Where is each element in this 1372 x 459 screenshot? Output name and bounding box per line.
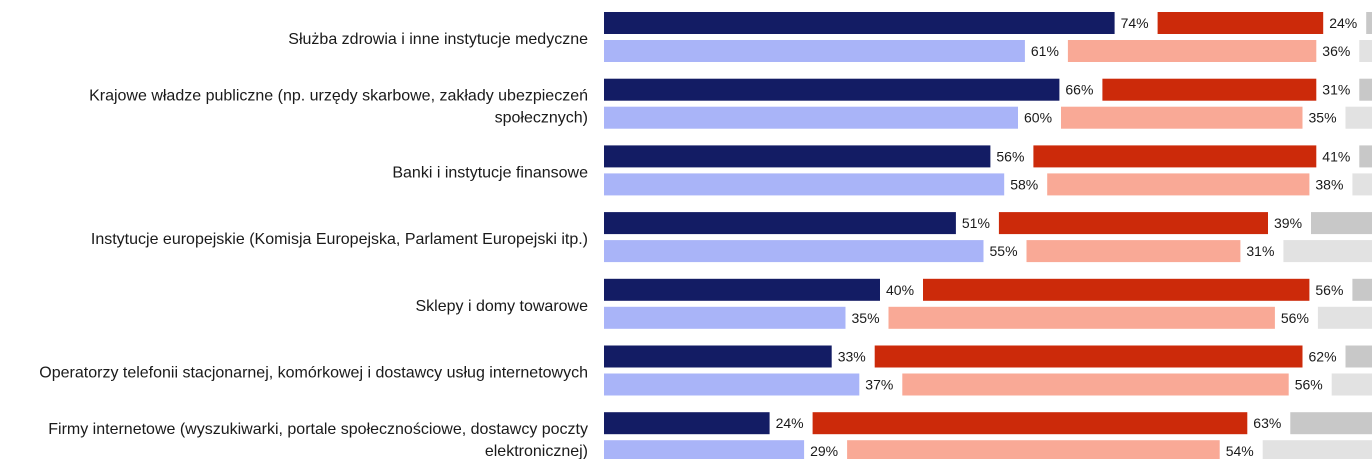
- bar-segment: [1290, 412, 1372, 435]
- data-label: 56%: [1281, 310, 1309, 326]
- bar-segment: [1262, 440, 1372, 459]
- bar-segment: [1359, 78, 1372, 101]
- data-label: 35%: [1309, 110, 1337, 126]
- data-label: 40%: [886, 282, 914, 298]
- bar-segment: [1311, 212, 1372, 235]
- bar-segment: [1359, 40, 1372, 62]
- data-label: 37%: [865, 377, 893, 393]
- category-group: Firmy internetowe (wyszukiwarki, portale…: [48, 412, 1372, 459]
- data-label: 66%: [1065, 82, 1093, 98]
- category-label: Służba zdrowia i inne instytucje medyczn…: [288, 31, 588, 48]
- bar-segment: [902, 373, 1289, 396]
- bar-segment: [604, 345, 832, 368]
- data-label: 24%: [776, 415, 804, 431]
- category-label: Operatorzy telefonii stacjonarnej, komór…: [39, 365, 588, 382]
- category-group: Instytucje europejskie (Komisja Europejs…: [91, 212, 1372, 263]
- bar-segment: [1345, 345, 1372, 368]
- category-label: Instytucje europejskie (Komisja Europejs…: [91, 231, 588, 248]
- data-label: 51%: [962, 215, 990, 231]
- bar-segment: [1283, 240, 1372, 263]
- bar-segment: [604, 145, 991, 168]
- bar-segment: [604, 440, 805, 459]
- data-label: 36%: [1322, 43, 1350, 59]
- bar-segment: [1033, 145, 1317, 168]
- data-label: 39%: [1274, 215, 1302, 231]
- data-label: 41%: [1322, 148, 1350, 164]
- data-label: 56%: [1295, 377, 1323, 393]
- bar-segment: [1366, 12, 1372, 34]
- category-group: Banki i instytucje finansowe56%41%3%58%3…: [392, 145, 1372, 196]
- data-label: 24%: [1329, 15, 1357, 31]
- bar-segment: [1026, 240, 1241, 263]
- bar-segment: [923, 278, 1310, 301]
- bar-segment: [1067, 40, 1317, 62]
- category-group: Operatorzy telefonii stacjonarnej, komór…: [39, 345, 1372, 396]
- bar-segment: [1061, 106, 1303, 129]
- bar-segment: [998, 212, 1268, 235]
- bar-segment: [1352, 173, 1372, 196]
- bar-segment: [1359, 145, 1372, 168]
- data-label: 60%: [1024, 110, 1052, 126]
- bar-segment: [604, 173, 1005, 196]
- bar-segment: [847, 440, 1220, 459]
- category-group: Krajowe władze publiczne (np. urzędy ska…: [89, 78, 1372, 129]
- bar-segment: [812, 412, 1248, 435]
- data-label: 54%: [1226, 443, 1254, 459]
- bar-segment: [888, 306, 1275, 329]
- category-label: Firmy internetowe (wyszukiwarki, portale…: [48, 421, 588, 459]
- bar-segment: [604, 212, 956, 235]
- bar-segment: [1157, 12, 1324, 34]
- data-label: 33%: [838, 349, 866, 365]
- data-label: 63%: [1253, 415, 1281, 431]
- bar-segment: [1352, 278, 1372, 301]
- data-label: 74%: [1121, 15, 1149, 31]
- bar-segment: [604, 106, 1018, 129]
- bar-segment: [1331, 373, 1372, 396]
- bar-segment: [604, 40, 1025, 62]
- bar-segment: [604, 12, 1115, 34]
- bar-segment: [1317, 306, 1372, 329]
- category-label: Sklepy i domy towarowe: [415, 298, 588, 315]
- data-label: 56%: [996, 148, 1024, 164]
- data-label: 29%: [810, 443, 838, 459]
- bar-segment: [1047, 173, 1310, 196]
- bar-segment: [874, 345, 1303, 368]
- bar-segment: [604, 240, 984, 263]
- category-group: Służba zdrowia i inne instytucje medyczn…: [288, 12, 1372, 62]
- data-label: 31%: [1322, 82, 1350, 98]
- data-label: 35%: [852, 310, 880, 326]
- bar-segment: [604, 278, 880, 301]
- data-label: 58%: [1010, 176, 1038, 192]
- bar-segment: [604, 78, 1060, 101]
- category-label: Krajowe władze publiczne (np. urzędy ska…: [89, 88, 588, 127]
- data-label: 55%: [990, 243, 1018, 259]
- bar-segment: [1102, 78, 1317, 101]
- bar-segment: [604, 306, 846, 329]
- data-label: 56%: [1315, 282, 1343, 298]
- bar-segment: [1345, 106, 1372, 129]
- bar-segment: [604, 412, 770, 435]
- category-label: Banki i instytucje finansowe: [392, 164, 588, 181]
- bar-segment: [604, 373, 860, 396]
- data-label: 38%: [1315, 176, 1343, 192]
- data-label: 61%: [1031, 43, 1059, 59]
- data-label: 62%: [1309, 349, 1337, 365]
- data-label: 31%: [1246, 243, 1274, 259]
